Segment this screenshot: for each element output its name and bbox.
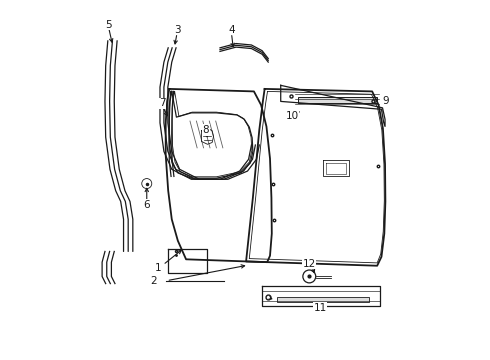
- Text: 7: 7: [159, 98, 166, 108]
- Text: 3: 3: [174, 25, 180, 35]
- Text: 11: 11: [314, 303, 327, 313]
- FancyBboxPatch shape: [298, 97, 377, 103]
- Text: 8: 8: [202, 125, 209, 135]
- Text: 2: 2: [150, 276, 157, 286]
- Text: 5: 5: [105, 19, 112, 30]
- FancyBboxPatch shape: [277, 297, 369, 302]
- Text: 6: 6: [144, 200, 150, 210]
- Text: 1: 1: [155, 262, 162, 273]
- Text: 9: 9: [383, 96, 390, 107]
- Text: 10: 10: [286, 111, 299, 121]
- Text: 12: 12: [303, 259, 316, 269]
- Text: 4: 4: [228, 25, 235, 35]
